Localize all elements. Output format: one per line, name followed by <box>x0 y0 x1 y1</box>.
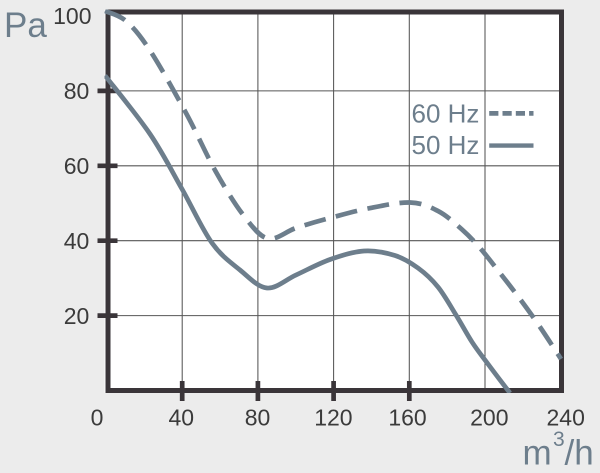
svg-text:0: 0 <box>91 405 104 431</box>
svg-text:240: 240 <box>547 405 585 431</box>
svg-text:m: m <box>523 434 552 473</box>
svg-text:20: 20 <box>64 303 90 329</box>
svg-text:100: 100 <box>53 3 91 29</box>
svg-text:60 Hz: 60 Hz <box>412 99 480 129</box>
svg-text:80: 80 <box>64 78 90 104</box>
svg-text:/h: /h <box>565 434 594 473</box>
svg-text:200: 200 <box>470 405 508 431</box>
svg-text:3: 3 <box>553 428 565 451</box>
svg-text:50 Hz: 50 Hz <box>412 130 480 160</box>
svg-text:60: 60 <box>64 153 90 179</box>
svg-text:40: 40 <box>64 228 90 254</box>
svg-text:120: 120 <box>314 405 352 431</box>
svg-text:80: 80 <box>245 405 271 431</box>
svg-text:160: 160 <box>388 405 426 431</box>
svg-text:Pa: Pa <box>4 6 47 45</box>
svg-text:40: 40 <box>169 405 195 431</box>
